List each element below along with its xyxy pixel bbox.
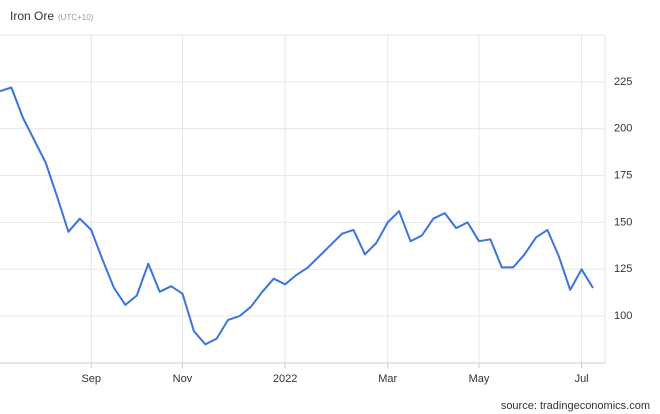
x-tick-label: 2022 [273,373,297,385]
y-tick-label: 150 [614,216,632,228]
y-tick-label: 200 [614,123,632,135]
x-tick-label: Nov [173,373,193,385]
source: source: tradingeconomics.com [501,400,650,412]
y-tick-label: 175 [614,169,632,181]
y-tick-label: 225 [614,76,632,88]
chart-title: Iron Ore [10,9,54,23]
x-tick-label: May [469,373,490,385]
x-tick-label: Mar [378,373,397,385]
y-tick-label: 100 [614,310,632,322]
price-line [0,86,594,346]
chart-subtitle: (UTC+10) [58,13,94,22]
x-tick-label: Jul [575,373,589,385]
x-tick-label: Sep [81,373,101,385]
y-tick-label: 125 [614,263,632,275]
